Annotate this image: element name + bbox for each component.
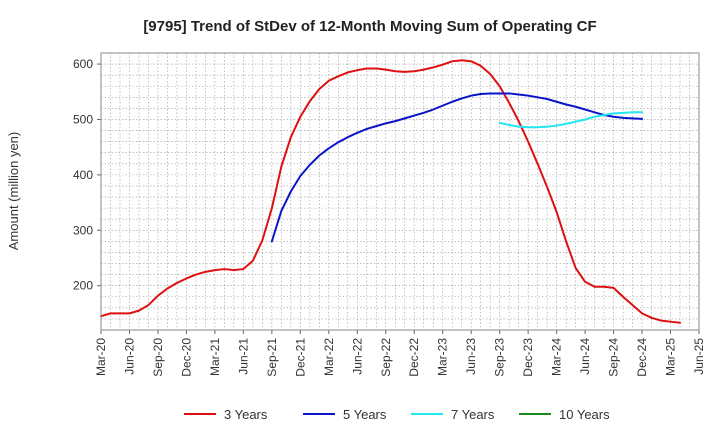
plot-frame — [100, 52, 700, 331]
x-tick-label: Jun-25 — [692, 338, 706, 375]
legend-label: 3 Years — [224, 407, 268, 422]
x-tick-label: Mar-24 — [550, 338, 564, 376]
x-tick-label: Sep-22 — [379, 338, 393, 377]
y-tick-label: 500 — [73, 112, 93, 126]
legend-item: 10 Years — [519, 407, 610, 422]
x-tick-label: Dec-22 — [407, 338, 421, 377]
legend-label: 5 Years — [343, 407, 387, 422]
legend-item: 7 Years — [411, 407, 495, 422]
chart-title: [9795] Trend of StDev of 12-Month Moving… — [143, 18, 596, 35]
x-tick-label: Jun-23 — [464, 338, 478, 375]
x-tick-label: Sep-20 — [151, 338, 165, 377]
series-line — [100, 59, 682, 324]
y-tick-label: 200 — [73, 279, 93, 293]
y-tick-label: 600 — [73, 57, 93, 71]
y-tick-label: 300 — [73, 223, 93, 237]
legend-item: 3 Years — [184, 407, 268, 422]
legend: 3 Years 5 Years 7 Years 10 Years — [184, 407, 610, 422]
x-tick-label: Mar-25 — [664, 338, 678, 376]
x-tick-label: Dec-23 — [521, 338, 535, 377]
x-tick-label: Mar-22 — [322, 338, 336, 376]
x-tick-label: Dec-24 — [635, 338, 649, 377]
x-tick-label: Mar-23 — [436, 338, 450, 376]
x-tick-label: Sep-21 — [265, 338, 279, 377]
legend-label: 7 Years — [451, 407, 495, 422]
y-ticks: 200 300 400 500 600 — [73, 57, 101, 293]
legend-item: 5 Years — [303, 407, 387, 422]
x-tick-label: Jun-22 — [350, 338, 364, 375]
y-axis-label: Amount (million yen) — [6, 132, 21, 251]
legend-label: 10 Years — [559, 407, 610, 422]
series-line — [498, 111, 644, 129]
x-tick-label: Sep-24 — [607, 338, 621, 377]
y-tick-label: 400 — [73, 168, 93, 182]
x-ticks: Mar-20 Jun-20 Sep-20 Dec-20 Mar-21 Jun-21 Sep-… — [94, 330, 706, 377]
grid — [100, 52, 700, 331]
x-tick-label: Jun-24 — [578, 338, 592, 375]
x-tick-label: Sep-23 — [493, 338, 507, 377]
x-tick-label: Dec-20 — [179, 338, 193, 377]
x-tick-label: Mar-20 — [94, 338, 108, 376]
x-tick-label: Jun-21 — [236, 338, 250, 375]
x-tick-label: Mar-21 — [208, 338, 222, 376]
series-line — [270, 92, 644, 243]
series-lines — [100, 59, 682, 324]
x-tick-label: Jun-20 — [122, 338, 136, 375]
x-tick-label: Dec-21 — [293, 338, 307, 377]
